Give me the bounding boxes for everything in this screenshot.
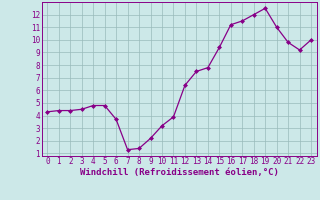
X-axis label: Windchill (Refroidissement éolien,°C): Windchill (Refroidissement éolien,°C) <box>80 168 279 177</box>
